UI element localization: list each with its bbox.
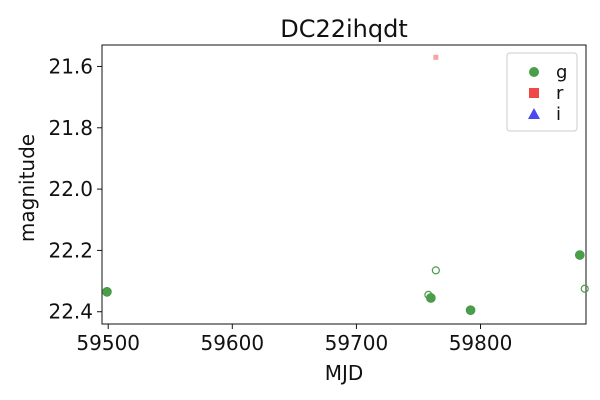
data-point-r <box>433 54 439 60</box>
data-point-g-open <box>431 266 440 275</box>
x-tick-label: 59600 <box>200 331 264 355</box>
y-axis-label: magnitude <box>15 134 39 242</box>
y-tick-label: 21.8 <box>48 116 93 140</box>
y-axis-ticks: 21.6 21.8 22.0 22.2 22.4 <box>48 54 102 324</box>
plot-frame <box>101 44 587 325</box>
data-point-g-open <box>580 284 589 293</box>
y-tick-label: 21.6 <box>48 54 93 78</box>
data-points <box>102 54 589 316</box>
data-point-g <box>574 250 585 260</box>
y-tick-label: 22.4 <box>48 300 93 324</box>
legend-marker-g <box>529 67 539 77</box>
data-point-g-open <box>424 290 433 299</box>
chart-legend: gri <box>506 52 578 132</box>
plot-area <box>101 44 587 325</box>
chart-title: DC22ihqdt <box>280 15 408 43</box>
y-tick-label: 22.0 <box>48 177 93 201</box>
legend-marker-r <box>529 88 539 98</box>
data-point-g <box>465 305 476 316</box>
x-axis-ticks: 59500 59600 59700 59800 <box>76 324 512 355</box>
legend-box <box>506 52 578 132</box>
legend-label-i: i <box>556 104 561 125</box>
legend-marker-i <box>528 108 540 119</box>
legend-label-r: r <box>556 83 564 104</box>
x-tick-label: 59700 <box>325 331 389 355</box>
y-tick-label: 22.2 <box>48 238 93 262</box>
x-tick-label: 59500 <box>76 331 140 355</box>
legend-label-g: g <box>556 62 567 83</box>
data-point-g <box>102 287 112 297</box>
x-tick-label: 59800 <box>449 331 513 355</box>
x-axis-label: MJD <box>325 361 364 385</box>
